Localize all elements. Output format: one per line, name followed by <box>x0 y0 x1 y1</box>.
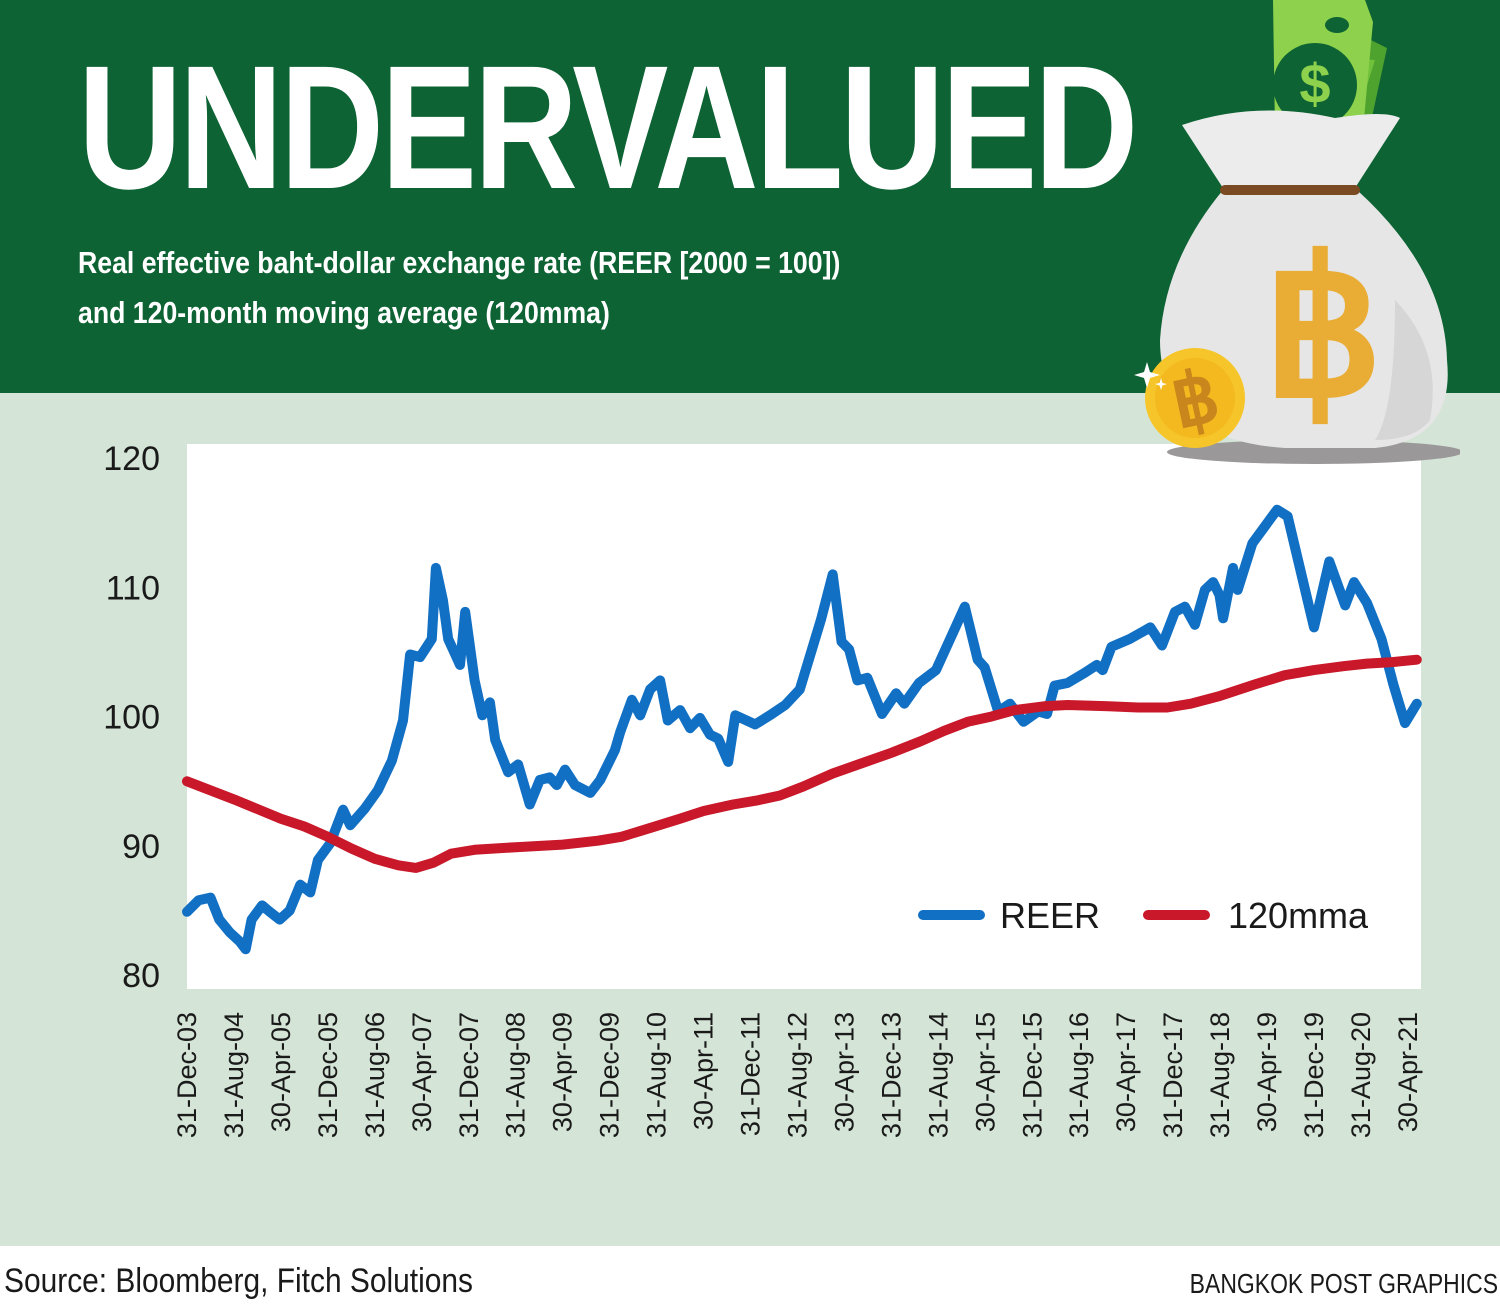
plot-area <box>187 444 1421 989</box>
y-tick-label: 100 <box>103 699 160 737</box>
x-tick-label: 31-Dec-09 <box>595 1012 625 1138</box>
x-tick-label: 31-Aug-10 <box>642 1012 672 1138</box>
y-axis-ticks: 120 110 100 90 80 <box>103 440 160 995</box>
legend-label-120mma: 120mma <box>1228 895 1369 936</box>
x-tick-label: 30-Apr-11 <box>689 1012 719 1130</box>
bag-baht-symbol: ฿ <box>1263 224 1384 436</box>
x-tick-label: 31-Dec-15 <box>1017 1012 1047 1138</box>
subtitle-line-2: and 120-month moving average (120mma) <box>78 295 610 330</box>
source-note: Source: Bloomberg, Fitch Solutions <box>4 1262 473 1300</box>
x-tick-label: 31-Aug-16 <box>1064 1012 1094 1138</box>
x-tick-label: 31-Aug-08 <box>501 1012 531 1138</box>
y-tick-label: 80 <box>122 957 160 995</box>
x-tick-label: 30-Apr-09 <box>548 1012 578 1132</box>
sparkle-icon <box>1134 362 1160 388</box>
x-tick-label: 31-Dec-11 <box>736 1012 766 1136</box>
x-tick-label: 30-Apr-07 <box>407 1012 437 1132</box>
x-tick-label: 31-Aug-04 <box>219 1012 249 1138</box>
x-tick-label: 31-Dec-13 <box>876 1012 906 1138</box>
bill-dollar-symbol: $ <box>1299 52 1330 115</box>
x-axis-ticks: 31-Dec-03 31-Aug-04 30-Apr-05 31-Dec-05 31-A… <box>172 1012 1423 1138</box>
x-tick-label: 30-Apr-05 <box>266 1012 296 1132</box>
graphics-credit: BANGKOK POST GRAPHICS <box>1189 1268 1498 1299</box>
x-tick-label: 30-Apr-17 <box>1111 1012 1141 1132</box>
x-tick-label: 30-Apr-15 <box>970 1012 1000 1132</box>
series-line-reer <box>182 504 1422 955</box>
x-tick-label: 31-Dec-19 <box>1299 1012 1329 1138</box>
legend: REER 120mma <box>918 895 1369 936</box>
x-tick-label: 31-Dec-17 <box>1158 1012 1188 1138</box>
sparkle-icon-small <box>1155 378 1167 390</box>
x-tick-label: 31-Dec-07 <box>454 1012 484 1138</box>
x-tick-label: 31-Dec-05 <box>313 1012 343 1138</box>
x-tick-label: 31-Aug-18 <box>1205 1012 1235 1138</box>
x-tick-label: 31-Dec-03 <box>172 1012 202 1138</box>
legend-label-reer: REER <box>1000 895 1100 936</box>
money-bag-baht-icon: ฿ <box>1160 110 1448 448</box>
x-tick-label: 30-Apr-21 <box>1393 1012 1423 1132</box>
money-bag-illustration: $ ฿ ฿ <box>1134 0 1460 464</box>
dollar-bill-icon: $ <box>1273 0 1387 140</box>
page-title: UNDERVALUED <box>78 30 1138 226</box>
series-line-120mma <box>182 654 1422 873</box>
y-tick-label: 90 <box>122 828 160 866</box>
baht-coin-icon: ฿ <box>1134 348 1245 448</box>
y-tick-label: 110 <box>106 569 160 607</box>
x-tick-label: 30-Apr-19 <box>1252 1012 1282 1132</box>
x-tick-label: 31-Aug-12 <box>782 1012 812 1138</box>
series-layer <box>182 504 1422 955</box>
chart-subtitle: Real effective baht-dollar exchange rate… <box>78 238 840 338</box>
x-tick-label: 30-Apr-13 <box>829 1012 859 1132</box>
subtitle-line-1: Real effective baht-dollar exchange rate… <box>78 245 841 280</box>
x-tick-label: 31-Aug-14 <box>923 1012 953 1138</box>
x-tick-label: 31-Aug-20 <box>1346 1012 1376 1138</box>
x-tick-label: 31-Aug-06 <box>360 1012 390 1138</box>
y-tick-label: 120 <box>103 440 160 478</box>
